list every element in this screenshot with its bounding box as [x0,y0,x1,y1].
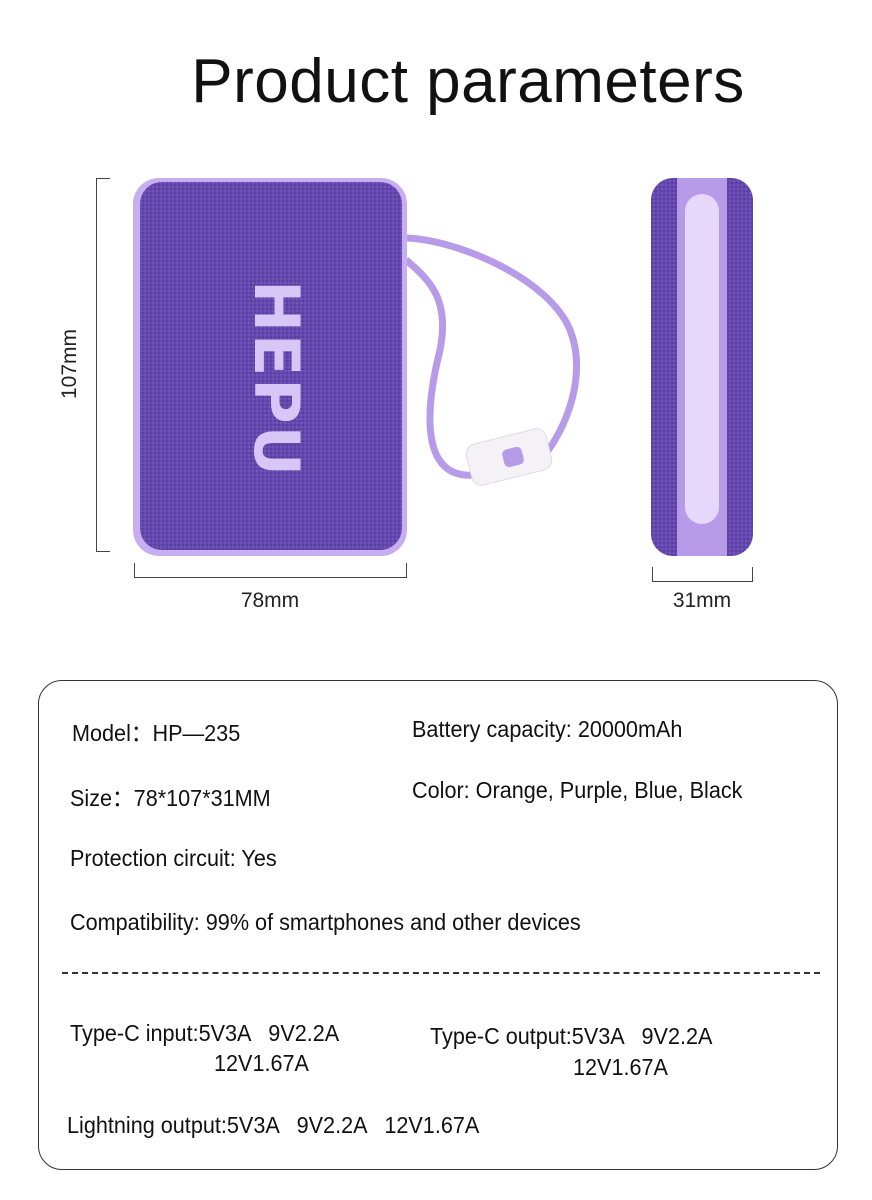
spec-size: Size：78*107*31MM [70,785,271,811]
spec-battery: Battery capacity: 20000mAh [412,716,683,742]
height-label: 107mm [58,328,81,400]
depth-dimension-line [652,581,753,582]
page-title: Product parameters [191,47,745,116]
dashed-divider [62,972,820,974]
power-bank-side-image [651,178,753,556]
power-bank-front-image: HEPU [133,178,581,556]
spec-color: Color: Orange, Purple, Blue, Black [412,777,743,803]
spec-box [38,680,838,1170]
spec-model: Model：HP—235 [72,720,241,746]
spec-protection: Protection circuit: Yes [70,845,277,871]
spec-compatibility: Compatibility: 99% of smartphones and ot… [70,909,581,935]
spec-typec-output: Type-C output:5V3A 9V2.2A [430,1023,713,1049]
spec-typec-input-2: 12V1.67A [214,1050,309,1076]
spec-typec-output-2: 12V1.67A [573,1054,668,1080]
depth-label: 31mm [672,589,732,612]
hepu-logo: HEPU [240,280,313,478]
spec-typec-input: Type-C input:5V3A 9V2.2A [70,1020,340,1046]
device-fabric [140,182,402,550]
width-label: 78mm [240,589,300,612]
strap [405,234,581,463]
spec-lightning-output: Lightning output:5V3A 9V2.2A 12V1.67A [67,1112,480,1138]
width-dimension-line [134,577,407,578]
height-dimension-line [96,178,97,552]
